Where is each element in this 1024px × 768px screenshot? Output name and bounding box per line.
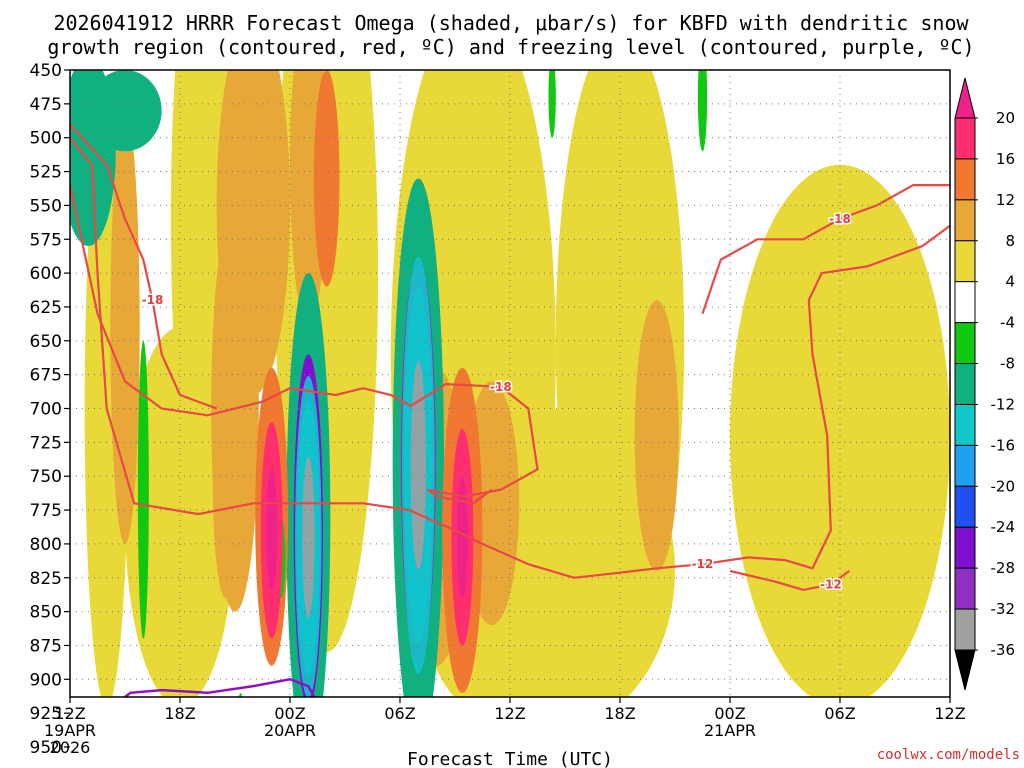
colorbar-label-1: 16 [996, 150, 1015, 168]
colorbar-label-4: 4 [1005, 273, 1015, 291]
colorbar-swatch-6 [954, 363, 976, 405]
y-tick-label-700: 700 [30, 400, 62, 420]
y-tick-label-450: 450 [30, 61, 62, 81]
y-tick-label-825: 825 [30, 569, 62, 589]
dgz-contour-3 [729, 569, 850, 592]
omega-feature-17 [697, 70, 708, 152]
y-tick-label-875: 875 [30, 636, 62, 656]
colorbar-label-11: -28 [991, 559, 1016, 577]
y-tick-label-550: 550 [30, 196, 62, 216]
colorbar-label-10: -24 [991, 518, 1016, 536]
updraft-layer-0-3 [302, 456, 315, 618]
colorbar-swatch-10 [954, 526, 976, 569]
y-tick-label-650: 650 [30, 332, 62, 352]
x-axis-label: Forecast Time (UTC) [407, 749, 613, 768]
colorbar-swatch-9 [954, 485, 976, 528]
colorbar-label-0: 20 [996, 109, 1015, 127]
downward-peak-0 [266, 469, 278, 592]
colorbar-swatch-0 [954, 117, 976, 160]
colorbar-label-2: 12 [996, 191, 1015, 209]
omega-feature-20 [238, 692, 243, 697]
y-tick-label-575: 575 [30, 230, 62, 250]
omega-feature-10 [313, 70, 340, 287]
dgz-contour-label-0: -18 [490, 380, 512, 394]
dgz-contour-4 [701, 184, 950, 315]
colorbar-swatch-3 [954, 240, 976, 283]
x-tick-label-7: 06Z [824, 704, 855, 723]
x-tick-date-2: 20APR [264, 721, 316, 740]
colorbar-label-6: -8 [1000, 355, 1015, 373]
colorbar: 20 16 12 8 4 -4 -8 -12 -16 -20 -24 -28 -32 -36 [954, 77, 1016, 691]
y-tick-label-675: 675 [30, 366, 62, 386]
y-tick-label-525: 525 [30, 163, 62, 183]
colorbar-swatch-12 [954, 608, 976, 651]
dgz-contour-label-2: -12 [692, 557, 714, 571]
grid-lines [70, 70, 950, 697]
colorbar-label-12: -32 [991, 600, 1016, 618]
downward-peak-1 [456, 476, 468, 599]
chart-title-line2: growth region (contoured, red, ºC) and f… [47, 35, 974, 59]
x-tick-label-1: 18Z [164, 704, 195, 723]
colorbar-label-5: -4 [1000, 314, 1015, 332]
omega-feature-8 [88, 70, 162, 152]
y-tick-label-950: 950 [30, 738, 62, 758]
y-tick-label-925: 925 [30, 704, 62, 724]
omega-mid-region-4 [634, 300, 679, 571]
colorbar-swatch-11 [954, 567, 976, 610]
colorbar-swatch-1 [954, 158, 976, 201]
colorbar-label-8: -16 [991, 436, 1016, 454]
omega-feature-13 [137, 340, 149, 639]
colorbar-swatch-8 [954, 444, 976, 487]
x-tick-label-3: 06Z [384, 704, 415, 723]
x-tick-label-8: 12Z [934, 704, 965, 723]
y-tick-label-850: 850 [30, 603, 62, 623]
y-axis-ticks: 450 475 500 525 550 575 600 625 650 675 700 725 750 7… [30, 61, 70, 758]
colorbar-swatch-5 [954, 322, 976, 365]
y-tick-label-750: 750 [30, 467, 62, 487]
omega-base-region-6 [125, 327, 235, 697]
colorbar-swatch-4 [954, 281, 976, 324]
colorbar-bottom-arrow [954, 649, 976, 691]
contour-lines: -18 -18 -12 -12 -18 [70, 123, 950, 697]
dgz-contour-label-1: -18 [142, 293, 164, 307]
colorbar-label-9: -20 [991, 477, 1016, 495]
x-tick-date-0: 19APR [44, 721, 96, 740]
y-tick-label-775: 775 [30, 501, 62, 521]
y-tick-label-600: 600 [30, 264, 62, 284]
x-tick-label-2: 00Z [274, 704, 305, 723]
dgz-contour-label-4: -18 [829, 212, 851, 226]
y-tick-label-900: 900 [30, 670, 62, 690]
omega-feature-11 [117, 178, 133, 477]
colorbar-label-13: -36 [991, 641, 1016, 659]
colorbar-swatch-2 [954, 199, 976, 242]
x-tick-label-5: 18Z [604, 704, 635, 723]
colorbar-swatch-7 [954, 403, 976, 446]
x-tick-year-0: 2026 [50, 738, 91, 757]
colorbar-label-7: -12 [991, 395, 1016, 413]
y-tick-label-500: 500 [30, 129, 62, 149]
omega-shading [70, 70, 950, 697]
omega-base-region-5 [730, 164, 950, 697]
x-tick-label-6: 00Z [714, 704, 745, 723]
y-tick-label-475: 475 [30, 95, 62, 115]
omega-feature-1 [216, 70, 290, 395]
x-tick-label-4: 12Z [494, 704, 525, 723]
omega-feature-19 [548, 70, 556, 138]
dgz-contour-label-3: -12 [820, 578, 842, 592]
chart-title-line1: 2026041912 HRRR Forecast Omega (shaded, … [53, 11, 969, 35]
y-tick-label-800: 800 [30, 535, 62, 555]
colorbar-label-3: 8 [1005, 232, 1015, 250]
y-tick-label-625: 625 [30, 298, 62, 318]
y-tick-label-725: 725 [30, 433, 62, 453]
dgz-contour-1 [70, 123, 218, 410]
x-tick-label-0: 12Z [54, 704, 85, 723]
dgz-contour-0 [70, 184, 539, 505]
credit-text: coolwx.com/models [877, 747, 1020, 763]
x-tick-date-6: 21APR [704, 721, 756, 740]
dgz-contour-2 [70, 137, 950, 579]
updraft-layer-1-3 [410, 361, 427, 570]
